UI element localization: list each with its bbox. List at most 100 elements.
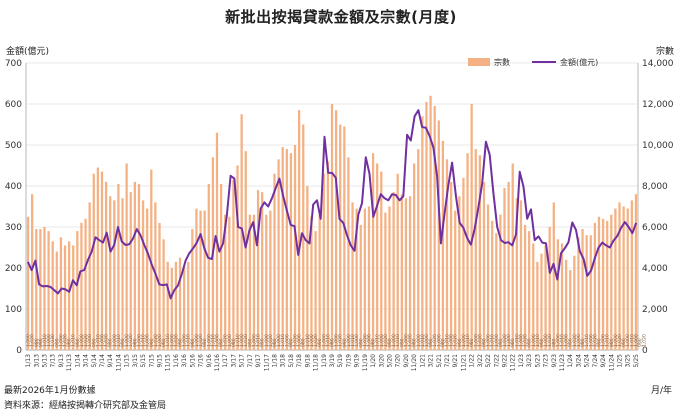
- chart-title: 新批出按揭貸款金額及宗數(月度): [225, 8, 457, 26]
- x-tick-label: 3/17: [230, 354, 237, 368]
- bar-base-label: 1,010: [42, 334, 48, 347]
- x-tick-label: 1/24: [567, 354, 574, 368]
- x-tick-label: 11/21: [460, 354, 467, 371]
- x-tick-label: 1/14: [74, 354, 81, 368]
- bar: [359, 224, 362, 350]
- bar: [113, 200, 116, 350]
- bar-base-label: 1,000: [576, 334, 582, 347]
- bar: [380, 171, 383, 350]
- bar: [310, 216, 313, 350]
- bar-base-label: 980: [231, 338, 237, 347]
- bar: [166, 261, 169, 350]
- legend-label-bar: 宗數: [494, 57, 510, 67]
- bar: [133, 181, 136, 350]
- bar-base-label: 990: [358, 338, 364, 347]
- bar: [400, 194, 403, 350]
- bar-base-label: 1,000: [157, 334, 163, 347]
- bar: [597, 216, 601, 350]
- bar: [88, 202, 91, 350]
- bar: [552, 202, 555, 350]
- bar-base-label: 1,010: [584, 334, 590, 347]
- bar-base-label: 1,000: [403, 334, 409, 347]
- bar: [573, 255, 576, 350]
- bar-base-label: 1,010: [71, 334, 77, 347]
- bar: [277, 159, 280, 350]
- bar-base-label: 1,020: [453, 334, 459, 347]
- y-right-tick-label: 10,000: [642, 141, 674, 151]
- bar-base-label: 990: [387, 338, 393, 347]
- bar-base-label: 1,000: [543, 334, 549, 347]
- bar: [334, 110, 338, 351]
- bar: [269, 210, 272, 350]
- bar-base-label: 1,010: [445, 334, 451, 347]
- x-tick-label: 7/24: [592, 354, 599, 368]
- bar: [31, 194, 34, 350]
- y-left-tick-label: 0: [16, 346, 22, 356]
- bar-base-label: 1,000: [424, 334, 430, 347]
- bar-base-label: 1,020: [198, 334, 204, 347]
- bar-base-label: 1,010: [420, 334, 426, 347]
- bar-base-label: 980: [161, 338, 167, 347]
- bar: [495, 233, 498, 350]
- bar-base-label: 1,020: [617, 334, 623, 347]
- bar: [458, 196, 461, 350]
- bar: [330, 104, 334, 350]
- x-tick-label: 3/13: [33, 354, 40, 368]
- bar: [339, 124, 342, 350]
- bar: [183, 265, 186, 350]
- bar-base-labels: 1,000 1,020 980 990 1,010 1,000 1,030 990 1,000 1…: [26, 334, 648, 347]
- bar-base-label: 1,000: [239, 334, 245, 347]
- bar-base-label: 1,000: [251, 334, 257, 347]
- bar: [507, 181, 510, 350]
- x-tick-label: 7/18: [296, 354, 303, 368]
- bar: [519, 200, 523, 350]
- x-tick-label: 7/19: [345, 354, 352, 368]
- bar-base-label: 1,010: [256, 334, 262, 347]
- bar-base-label: 1,020: [362, 334, 368, 347]
- bar: [100, 171, 104, 350]
- x-tick-label: 3/19: [329, 354, 336, 368]
- bar: [256, 190, 260, 350]
- bar: [162, 239, 165, 350]
- bar: [265, 214, 268, 350]
- y-axis-right-title: 宗數: [655, 47, 674, 57]
- bar: [593, 222, 597, 350]
- bar-base-label: 1,000: [555, 334, 561, 347]
- bar-base-label: 980: [469, 338, 475, 347]
- bar-base-label: 980: [190, 338, 196, 347]
- bar-base-label: 1,020: [572, 334, 578, 347]
- bar: [158, 222, 161, 350]
- x-tick-label: 9/23: [551, 354, 558, 368]
- bar: [178, 257, 182, 350]
- bar: [388, 206, 391, 350]
- bar: [470, 104, 473, 350]
- bar-base-label: 1,020: [243, 334, 249, 347]
- x-tick-label: 5/15: [140, 354, 147, 368]
- bar: [67, 241, 71, 350]
- bar: [219, 183, 223, 350]
- bar: [421, 116, 424, 350]
- bar-base-label: 1,020: [432, 334, 438, 347]
- bar: [544, 245, 547, 350]
- bar-base-label: 1,000: [297, 334, 303, 347]
- y-right-tick-label: 0: [642, 346, 648, 356]
- bar: [261, 192, 264, 350]
- bar-base-label: 980: [34, 338, 40, 347]
- bar: [454, 210, 457, 350]
- bar: [314, 231, 317, 350]
- bar-base-label: 1,000: [416, 334, 422, 347]
- bar: [117, 183, 120, 350]
- x-tick-label: 5/17: [239, 354, 246, 368]
- bar-base-label: 990: [457, 338, 463, 347]
- bar-base-label: 980: [132, 338, 138, 347]
- bar: [486, 204, 490, 350]
- bar: [622, 206, 625, 350]
- bar-base-label: 1,010: [605, 334, 611, 347]
- x-tick-label: 3/24: [575, 354, 582, 368]
- bar: [35, 229, 38, 350]
- bar-base-label: 1,020: [83, 334, 89, 347]
- bar: [285, 149, 288, 350]
- x-tick-label: 11/15: [165, 354, 172, 371]
- bar-base-label: 1,020: [592, 334, 598, 347]
- bar-base-label: 1,020: [313, 334, 319, 347]
